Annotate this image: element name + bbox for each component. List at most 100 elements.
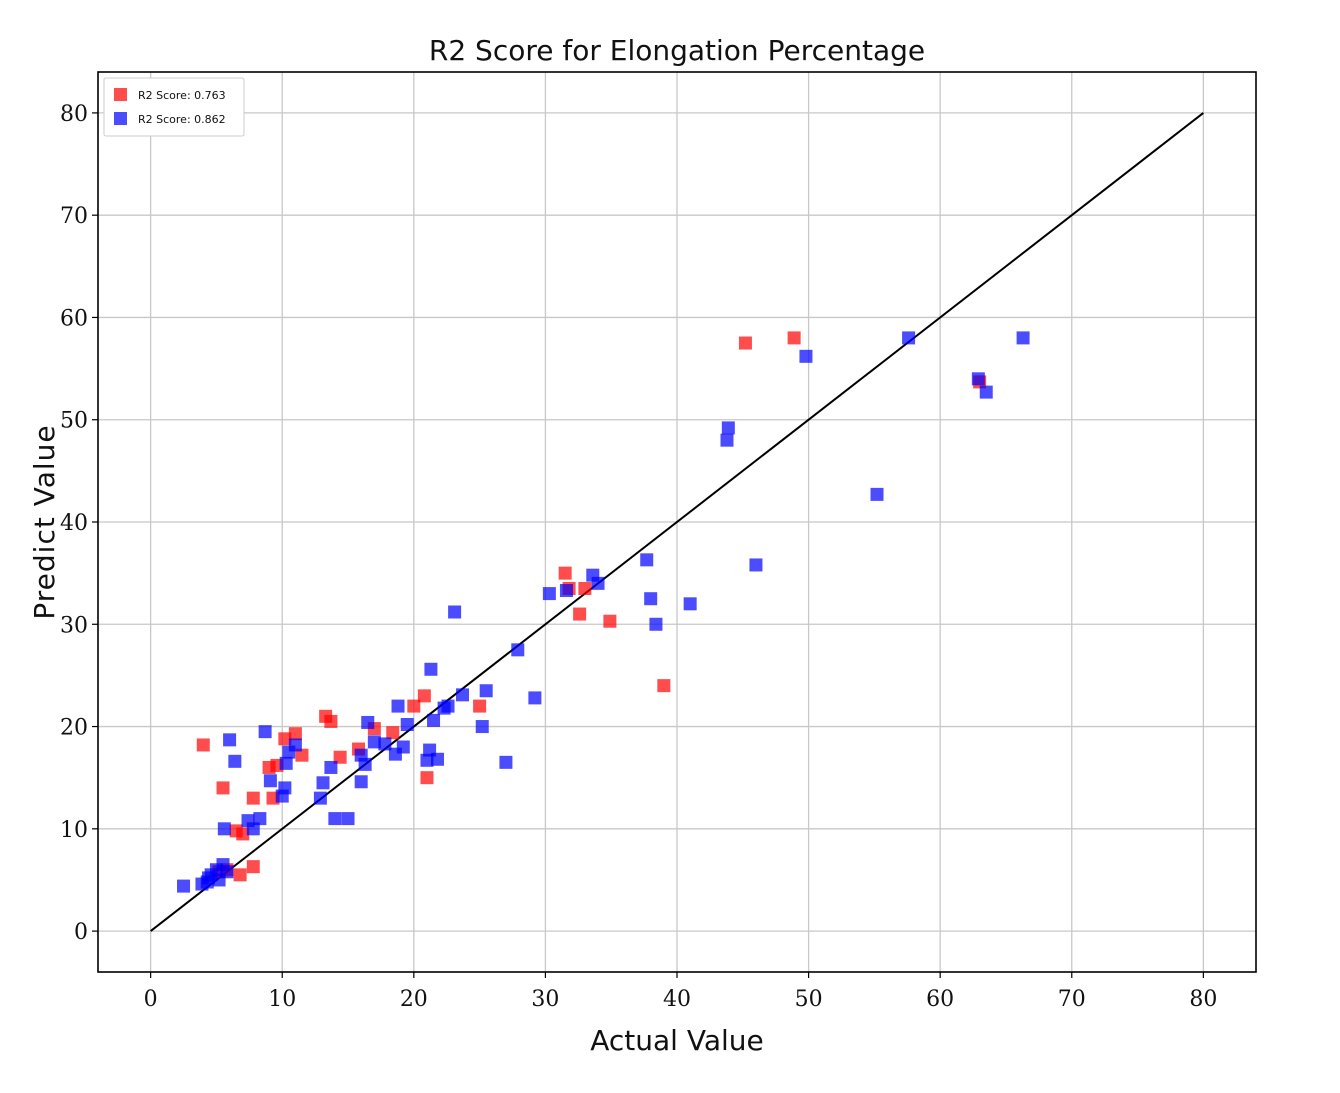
series-2-point — [220, 865, 234, 879]
x-tick-label: 10 — [268, 987, 296, 1012]
series-2-point — [427, 713, 441, 727]
x-tick-label: 70 — [1058, 987, 1086, 1012]
series-2-point — [361, 715, 375, 729]
series-2-point — [640, 553, 654, 567]
x-tick-label: 20 — [400, 987, 428, 1012]
series-2-point — [424, 662, 438, 676]
series-2-point — [870, 487, 884, 501]
series-2-point — [328, 812, 342, 826]
series-2-point — [511, 643, 525, 657]
series-2-point — [479, 684, 493, 698]
series-2-point — [253, 812, 267, 826]
y-tick-label: 60 — [60, 306, 88, 331]
series-2-point — [177, 879, 191, 893]
legend: R2 Score: 0.763 R2 Score: 0.862 — [103, 77, 245, 137]
x-tick-label: 0 — [144, 987, 158, 1012]
y-tick-label: 40 — [60, 511, 88, 536]
legend-label: R2 Score: 0.763 — [138, 89, 226, 102]
series-1-point — [295, 748, 309, 762]
x-tick-label: 40 — [663, 987, 691, 1012]
series-1-point — [216, 781, 230, 795]
series-2-point — [263, 774, 277, 788]
series-1-point — [246, 860, 260, 874]
series-2-point — [358, 757, 372, 771]
y-tick-label: 0 — [74, 920, 88, 945]
series-2-point — [396, 740, 410, 754]
series-2-point — [223, 733, 237, 747]
series-2-point — [278, 781, 292, 795]
y-axis-label: Predict Value — [28, 424, 61, 619]
series-2-point — [324, 760, 338, 774]
series-1-point — [407, 699, 421, 713]
series-2-point — [316, 776, 330, 790]
series-2-point — [378, 737, 392, 751]
series-2-point — [902, 331, 916, 345]
series-2-point — [441, 699, 455, 713]
y-tick-label: 50 — [60, 409, 88, 434]
series-2-point — [217, 822, 231, 836]
series-2-point — [228, 754, 242, 768]
series-1-point — [417, 689, 431, 703]
series-2-point — [246, 822, 260, 836]
x-tick-label: 50 — [795, 987, 823, 1012]
series-1-point — [246, 791, 260, 805]
series-2-point — [749, 558, 763, 572]
series-1-point — [558, 566, 572, 580]
series-2-point — [683, 597, 697, 611]
x-tick-label: 30 — [531, 987, 559, 1012]
series-2-point — [1016, 331, 1030, 345]
x-axis-ticks: 0 10 20 30 40 50 60 70 80 — [144, 972, 1217, 1012]
y-tick-label: 10 — [60, 818, 88, 843]
series-1-point — [324, 714, 338, 728]
series-2-point — [400, 718, 414, 731]
series-1-point — [657, 679, 671, 693]
series-1-point — [333, 750, 347, 764]
series-2-point — [542, 587, 556, 601]
series-2-point — [288, 738, 302, 752]
series-1-point — [573, 607, 587, 621]
legend-marker — [114, 112, 127, 125]
series-2-point — [354, 775, 368, 789]
series-2-point — [559, 584, 573, 598]
series-1-point — [738, 336, 752, 350]
series-1-point — [578, 581, 592, 595]
x-tick-label: 80 — [1189, 987, 1217, 1012]
series-2-point — [979, 385, 993, 399]
series-1-point — [196, 738, 210, 752]
series-1-point — [386, 726, 400, 740]
data-points — [177, 331, 1030, 893]
series-1-point — [420, 771, 434, 785]
series-1-point — [787, 331, 801, 345]
series-2-point — [313, 791, 327, 805]
series-2-point — [644, 592, 658, 606]
y-tick-label: 80 — [60, 102, 88, 127]
series-2-point — [475, 720, 489, 734]
series-2-point — [528, 691, 542, 705]
series-2-point — [202, 871, 216, 885]
y-tick-label: 30 — [60, 613, 88, 638]
series-2-point — [721, 421, 735, 435]
series-2-point — [431, 752, 445, 766]
legend-marker — [114, 88, 127, 101]
legend-box — [103, 77, 245, 137]
series-2-point — [279, 756, 293, 770]
series-2-point — [591, 576, 605, 590]
series-2-point — [258, 725, 272, 739]
series-2-point — [341, 812, 355, 826]
series-2-point — [971, 372, 985, 386]
series-2-point — [799, 349, 813, 363]
series-2-point — [448, 605, 462, 619]
chart-title: R2 Score for Elongation Percentage — [429, 34, 925, 67]
series-1-point — [278, 732, 292, 746]
legend-label: R2 Score: 0.862 — [138, 113, 226, 126]
series-1-point — [473, 699, 487, 713]
series-2-point — [367, 735, 381, 749]
y-tick-label: 70 — [60, 204, 88, 229]
x-tick-label: 60 — [926, 987, 954, 1012]
series-1-point — [603, 614, 617, 628]
series-2-point — [649, 617, 663, 631]
y-tick-label: 20 — [60, 716, 88, 741]
series-1-point — [288, 727, 302, 741]
series-2-point — [391, 699, 405, 713]
